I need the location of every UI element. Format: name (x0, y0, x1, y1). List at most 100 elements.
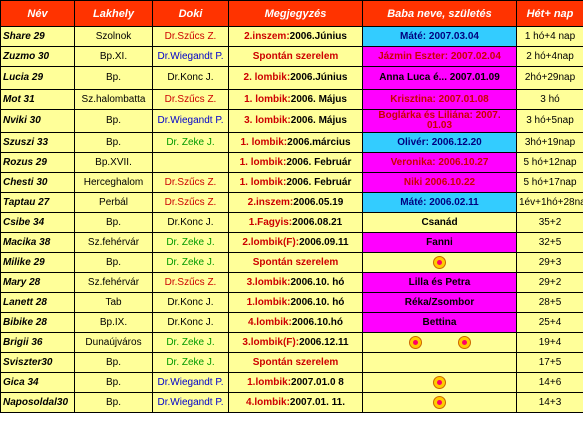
member-baby: Máté: 2006.02.11 (362, 192, 517, 213)
note-keyword: 1. lombik: (239, 176, 287, 188)
member-doctor: Dr. Zeke J. (152, 232, 229, 253)
table-row: Macika 38 Sz.fehérvár Dr. Zeke J. 2.lombik(… (0, 232, 583, 253)
header-doctor: Doki (152, 0, 229, 27)
table-row: Chesti 30 Herceghalom Dr.Szűcs Z. 1. lombik… (0, 172, 583, 193)
note-date: 2006.09.11 (299, 236, 349, 248)
member-doctor: Dr. Zeke J. (152, 252, 229, 273)
member-doctor: Dr.Wiegandt P. (152, 392, 229, 413)
member-city: Bp.IX. (74, 312, 153, 333)
baby-info: Niki 2006.10.22 (403, 176, 476, 188)
member-doctor: Dr.Szűcs Z. (152, 192, 229, 213)
table-row: Szuszi 33 Bp. Dr. Zeke J. 1. lombik:2006.má… (0, 132, 583, 153)
note-keyword: 3. lombik: (244, 115, 291, 126)
member-note: Spontán szerelem (228, 46, 363, 67)
member-baby: Fanni (362, 232, 517, 253)
note-keyword: 1.lombik: (247, 376, 292, 388)
table-row: Sviszter30 Bp. Dr. Zeke J. Spontán szerelem… (0, 352, 583, 373)
member-weeks: 35+2 (516, 212, 583, 233)
member-city: Sz.fehérvár (74, 272, 153, 293)
member-note: 1. lombik:2006. Február (228, 172, 363, 193)
note-keyword: 1.Fagyis: (248, 216, 293, 228)
note-keyword: 2.inszem: (244, 30, 290, 42)
note-date: 2007.01.0 8 (291, 376, 344, 388)
note-date: 2006.március (287, 136, 351, 148)
member-baby: Réka/Zsombor (362, 292, 517, 313)
member-baby: Boglárka és Liliána: 2007. 01.03 (362, 109, 517, 133)
member-city: Bp.XVII. (74, 152, 153, 173)
member-note: 1. lombik:2006.március (228, 132, 363, 153)
member-city: Tab (74, 292, 153, 313)
member-baby: Máté: 2007.03.04 (362, 26, 517, 47)
member-note: 4.lombik:2007.01. 11. (228, 392, 363, 413)
table-body: Share 29 Szolnok Dr.Szűcs Z. 2.inszem:2006.… (0, 26, 583, 413)
member-city: Bp.XI. (74, 46, 153, 67)
note-date: 2006.10. hó (290, 276, 345, 288)
member-note: 1.lombik:2007.01.0 8 (228, 372, 363, 393)
member-name: Csibe 34 (0, 212, 75, 233)
member-city: Herceghalom (74, 172, 153, 193)
member-doctor (152, 152, 229, 173)
member-weeks: 2 hó+4nap (516, 46, 583, 67)
note-date: 2006. Február (286, 156, 352, 168)
member-note: 3.lombik:2006.10. hó (228, 272, 363, 293)
note-date: 2006.12.11 (299, 336, 349, 348)
member-city: Sz.fehérvár (74, 232, 153, 253)
member-doctor: Dr. Zeke J. (152, 352, 229, 373)
note-keyword: Spontán szerelem (252, 50, 339, 62)
baby-info: Olivér: 2006.12.20 (397, 136, 482, 148)
header-row: Név Lakhely Doki Megjegyzés Baba neve, s… (0, 0, 583, 27)
baby-info: Bettina (422, 316, 457, 328)
member-city: Dunaújváros (74, 332, 153, 353)
member-note: 2.inszem:2006.Június (228, 26, 363, 47)
header-baby: Baba neve, születés (362, 0, 517, 27)
member-doctor: Dr.Szűcs Z. (152, 89, 229, 110)
table-row: Milike 29 Bp. Dr. Zeke J. Spontán szerelem 2… (0, 252, 583, 273)
member-baby: Krisztina: 2007.01.08 (362, 89, 517, 110)
note-keyword: Spontán szerelem (252, 356, 339, 368)
member-baby: Olivér: 2006.12.20 (362, 132, 517, 153)
member-city: Perbál (74, 192, 153, 213)
member-name: Milike 29 (0, 252, 75, 273)
member-baby (362, 252, 517, 273)
note-keyword: 2. lombik: (243, 72, 291, 83)
member-weeks: 19+4 (516, 332, 583, 353)
member-name: Lucia 29 (0, 66, 75, 90)
table-row: Csibe 34 Bp. Dr.Konc J. 1.Fagyis:2006.08.21… (0, 212, 583, 233)
note-keyword: 1. lombik: (239, 156, 287, 168)
note-keyword: 4.lombik: (246, 396, 290, 408)
member-doctor: Dr.Konc J. (152, 312, 229, 333)
member-weeks: 3 hó+5nap (516, 109, 583, 133)
note-date: 2006. Május (290, 93, 347, 105)
table-row: Mot 31 Sz.halombatta Dr.Szűcs Z. 1. lombik:… (0, 89, 583, 110)
member-name: Mary 28 (0, 272, 75, 293)
member-note: 1.lombik:2006.10. hó (228, 292, 363, 313)
member-weeks: 3hó+19nap (516, 132, 583, 153)
member-baby: Niki 2006.10.22 (362, 172, 517, 193)
member-note: 2. lombik:2006.Június (228, 66, 363, 90)
table-row: Bibike 28 Bp.IX. Dr.Konc J. 4.lombik:2006.1… (0, 312, 583, 333)
member-note: Spontán szerelem (228, 352, 363, 373)
member-baby: Csanád (362, 212, 517, 233)
header-city: Lakhely (74, 0, 153, 27)
member-baby: Anna Luca é... 2007.01.09 (362, 66, 517, 90)
note-keyword: 1. lombik: (240, 136, 288, 148)
note-date: 2006. Február (286, 176, 352, 188)
baby-info: Veronika: 2006.10.27 (390, 156, 489, 168)
member-name: Brigii 36 (0, 332, 75, 353)
note-date: 2006.10. hó (290, 296, 345, 308)
member-doctor: Dr.Szűcs Z. (152, 272, 229, 293)
member-baby: Lilla és Petra (362, 272, 517, 293)
table-row: Mary 28 Sz.fehérvár Dr.Szűcs Z. 3.lombik:20… (0, 272, 583, 293)
member-city: Szolnok (74, 26, 153, 47)
member-note: 1. lombik:2006. Május (228, 89, 363, 110)
member-weeks: 1 hó+4 nap (516, 26, 583, 47)
member-doctor: Dr.Wiegandt P. (152, 109, 229, 133)
member-note: Spontán szerelem (228, 252, 363, 273)
member-weeks: 29+3 (516, 252, 583, 273)
member-weeks: 2hó+29nap (516, 66, 583, 90)
baby-info: Máté: 2006.02.11 (400, 196, 479, 208)
baby-info: Csanád (421, 216, 458, 228)
member-city: Bp. (74, 66, 153, 90)
note-date: 2006.10.hó (291, 316, 344, 328)
table-row: Lucia 29 Bp. Dr.Konc J. 2. lombik:2006.Júni… (0, 66, 583, 90)
